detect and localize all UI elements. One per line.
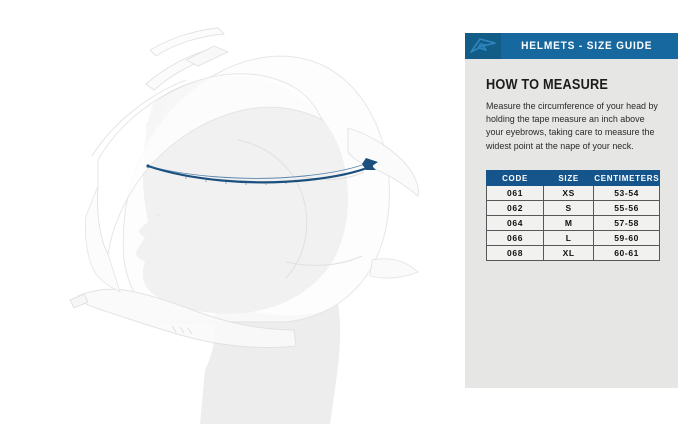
table-row: 064 M 57-58: [485, 215, 660, 231]
cell-centimeters: 53-54: [593, 185, 660, 201]
panel-body: HOW TO MEASURE Measure the circumference…: [486, 77, 662, 153]
section-heading: HOW TO MEASURE: [486, 77, 609, 93]
cell-centimeters: 55-56: [593, 200, 660, 216]
cell-size: S: [543, 200, 595, 216]
cell-size: XS: [543, 185, 595, 201]
cell-code: 061: [485, 185, 545, 201]
column-header-size: SIZE: [543, 170, 595, 186]
cell-code: 062: [485, 200, 545, 216]
cell-size: XL: [543, 245, 595, 261]
table-body: 061 XS 53-54 062 S 55-56 064 M 57-58 066…: [485, 185, 660, 261]
cell-centimeters: 60-61: [593, 245, 660, 261]
cell-centimeters: 57-58: [593, 215, 660, 231]
table-header-row: CODE SIZE CENTIMETERS: [485, 170, 660, 186]
measure-description: Measure the circumference of your head b…: [486, 101, 658, 151]
cell-centimeters: 59-60: [593, 230, 660, 246]
helmet-illustration: [69, 27, 419, 424]
column-header-centimeters: CENTIMETERS: [593, 170, 660, 186]
helmet-panel-lines: [237, 139, 365, 279]
table-row: 068 XL 60-61: [485, 245, 660, 261]
size-guide-panel: HELMETS - SIZE GUIDE HOW TO MEASURE Meas…: [465, 33, 678, 388]
panel-title: HELMETS - SIZE GUIDE: [521, 40, 653, 52]
size-chart-table: CODE SIZE CENTIMETERS 061 XS 53-54 062 S…: [485, 170, 660, 261]
panel-header: HELMETS - SIZE GUIDE: [465, 33, 678, 59]
table-row: 061 XS 53-54: [485, 185, 660, 201]
cell-code: 064: [485, 215, 545, 231]
table-row: 066 L 59-60: [485, 230, 660, 246]
helmet-rear-spoiler: [347, 127, 419, 279]
cell-size: L: [543, 230, 595, 246]
cell-code: 068: [485, 245, 545, 261]
brand-logo-block: [465, 33, 501, 59]
helmet-top-vents: [145, 27, 229, 91]
table-row: 062 S 55-56: [485, 200, 660, 216]
helmet-chin-bar: [69, 288, 297, 349]
cell-code: 066: [485, 230, 545, 246]
tape-measure: [146, 158, 378, 185]
column-header-code: CODE: [485, 170, 545, 186]
helmet-visor: [85, 73, 324, 293]
cell-size: M: [543, 215, 595, 231]
alpinestars-a-logo-icon: [470, 38, 496, 53]
